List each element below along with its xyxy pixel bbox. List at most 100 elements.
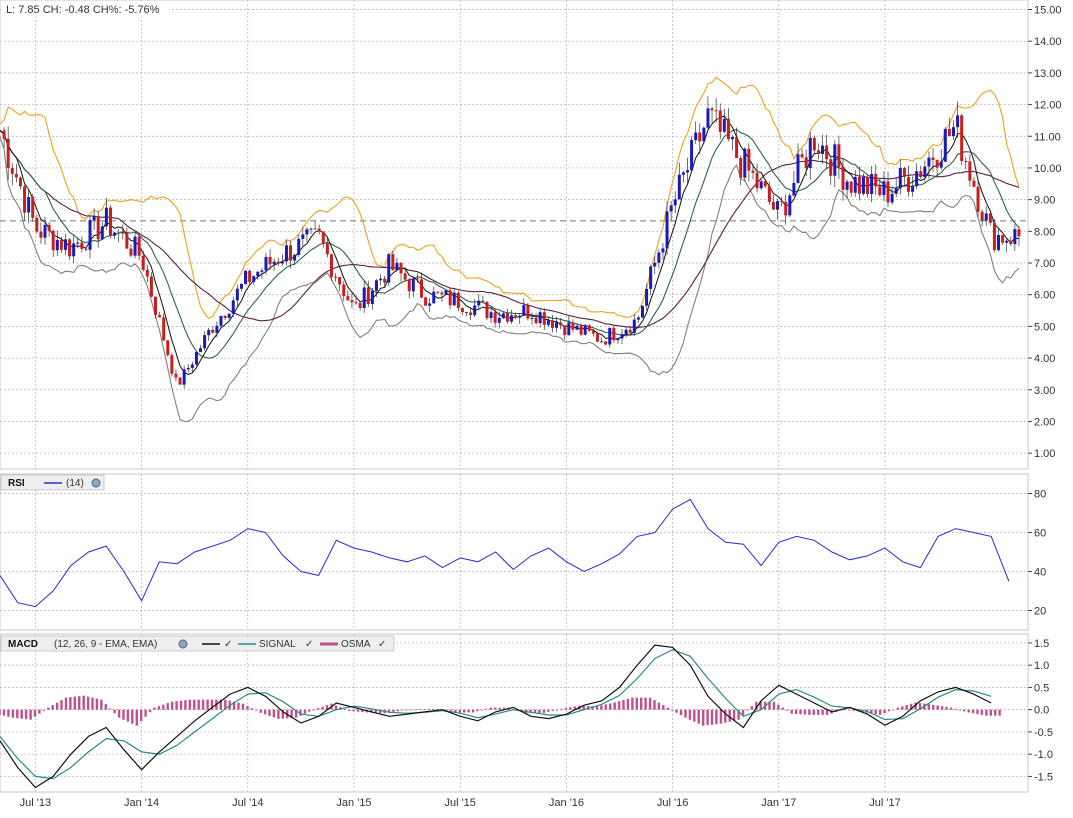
x-tick-label: Jul '13 — [20, 797, 51, 809]
candle-body — [485, 301, 489, 319]
candle-body — [338, 277, 342, 285]
candle-body — [391, 254, 395, 271]
candle-body — [35, 217, 39, 232]
osma-bar — [374, 709, 377, 713]
candle-body — [284, 245, 288, 262]
osma-bar — [281, 709, 284, 719]
osma-bar — [786, 709, 789, 711]
check-icon[interactable]: ✓ — [305, 639, 313, 650]
osma-bar — [485, 708, 488, 710]
osma-bar — [635, 697, 638, 710]
osma-bar — [356, 709, 360, 712]
candle-body — [411, 278, 415, 292]
osma-bar — [432, 708, 435, 710]
osma-bar — [604, 704, 607, 710]
candle-body — [902, 168, 906, 177]
candle-body — [456, 292, 460, 309]
candle-body — [2, 130, 6, 139]
candle-body — [297, 238, 301, 255]
osma-bar — [719, 709, 723, 724]
candle-body — [796, 154, 800, 183]
candle-body — [951, 127, 955, 137]
osma-bar — [817, 709, 820, 715]
candle-body — [1013, 229, 1017, 245]
candle-body — [51, 230, 55, 251]
candle-body — [571, 322, 575, 330]
osma-bar — [131, 709, 134, 724]
settings-icon[interactable] — [91, 478, 101, 488]
osma-bar — [746, 709, 749, 711]
osma-bar — [153, 707, 156, 710]
x-tick-label: Jul '14 — [232, 797, 263, 809]
candle-body — [362, 287, 366, 308]
y-tick-label: 20 — [1034, 606, 1046, 618]
y-tick-label: 6.00 — [1034, 290, 1055, 302]
osma-bar — [109, 708, 112, 710]
candle-body — [1005, 240, 1009, 243]
candle-body — [43, 224, 47, 238]
candle-body — [591, 330, 595, 334]
candle-body — [158, 315, 162, 318]
candle-body — [538, 312, 542, 324]
candle-body — [559, 322, 563, 326]
candle-body — [395, 262, 399, 271]
osma-bar — [64, 697, 68, 710]
osma-bar — [971, 709, 975, 714]
candle-body — [501, 313, 505, 318]
candle-body — [857, 176, 861, 194]
osma-bar — [600, 705, 603, 710]
candles — [2, 96, 1021, 389]
x-tick-label: Jul '15 — [444, 797, 475, 809]
candle-body — [825, 145, 829, 160]
upper-band-line — [0, 76, 1020, 319]
osma-bar — [989, 709, 992, 716]
candle-body — [976, 186, 980, 212]
candle-body — [530, 317, 534, 319]
candle-body — [878, 186, 882, 196]
candle-body — [935, 159, 939, 168]
osma-bar — [728, 709, 731, 722]
y-tick-label: 12.00 — [1034, 100, 1062, 112]
check-icon[interactable]: ✓ — [224, 639, 232, 650]
y-tick-label: 40 — [1034, 567, 1046, 579]
candle-body — [301, 234, 305, 239]
osma-bar — [529, 709, 532, 714]
check-icon[interactable]: ✓ — [378, 639, 386, 650]
osma-bar — [883, 709, 886, 714]
y-tick-label: 2.00 — [1034, 416, 1055, 428]
osma-bar — [755, 701, 758, 710]
settings-icon[interactable] — [178, 639, 188, 649]
osma-bar — [812, 709, 815, 715]
osma-bar — [533, 709, 537, 714]
candle-body — [387, 254, 391, 283]
y-tick-label: -1.5 — [1034, 771, 1053, 783]
candle-body — [595, 333, 599, 342]
osma-bar — [684, 709, 687, 718]
osma-bar — [640, 697, 643, 710]
candle-body — [550, 320, 554, 328]
candle-body — [546, 320, 550, 325]
osma-bar — [675, 709, 678, 713]
candle-body — [657, 252, 661, 263]
osma-bar — [78, 696, 81, 710]
candle-body — [370, 290, 374, 305]
osma-bar — [272, 709, 276, 718]
osma-bar — [852, 709, 855, 711]
candle-body — [113, 232, 117, 236]
y-tick-label: -1.0 — [1034, 749, 1053, 761]
candle-body — [882, 181, 886, 196]
candle-body — [915, 171, 919, 187]
y-tick-label: 80 — [1034, 489, 1046, 501]
candle-body — [870, 174, 874, 195]
candle-body — [694, 132, 698, 141]
osma-bar — [617, 701, 621, 710]
price-panel — [0, 0, 1029, 470]
candle-body — [939, 161, 943, 168]
candle-body — [927, 157, 931, 167]
candle-body — [227, 313, 231, 319]
candle-body — [972, 180, 976, 187]
candle-body — [624, 329, 628, 335]
osma-bar — [197, 699, 200, 710]
candle-body — [649, 266, 653, 289]
candle-body — [403, 273, 407, 280]
